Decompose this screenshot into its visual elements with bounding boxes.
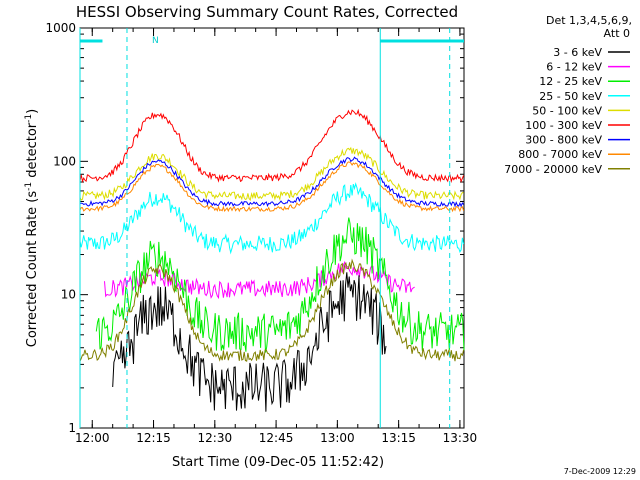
y-axis-label-main: Corrected Count Rate (s bbox=[25, 191, 40, 348]
x-tick-labels: 12:00 12:15 12:30 12:45 13:00 13:15 13:30 bbox=[75, 431, 477, 445]
legend-header-line2: Att 0 bbox=[604, 27, 630, 40]
x-tick-label: 12:45 bbox=[259, 431, 294, 445]
orbit-markers bbox=[79, 28, 451, 428]
series-line bbox=[79, 258, 465, 362]
y-axis-label-sup2: -1 bbox=[24, 114, 34, 123]
series-group bbox=[79, 108, 465, 412]
y-axis-label-sup: -1 bbox=[24, 182, 34, 191]
legend-label: 7000 - 20000 keV bbox=[504, 163, 602, 176]
x-tick-label: 12:30 bbox=[198, 431, 233, 445]
y-tick-label: 1 bbox=[68, 421, 76, 435]
y-tick-label: 10 bbox=[61, 288, 76, 302]
y-axis-label: Corrected Count Rate (s-1 detector-1) bbox=[24, 109, 40, 347]
footer-timestamp: 7-Dec-2009 12:29 bbox=[564, 467, 636, 476]
plot-frame bbox=[79, 27, 465, 429]
x-tick-label: 12:15 bbox=[136, 431, 171, 445]
legend-label: 25 - 50 keV bbox=[539, 90, 602, 103]
y-tick-label: 100 bbox=[53, 154, 76, 168]
x-tick-label: 12:00 bbox=[75, 431, 110, 445]
legend-label: 50 - 100 keV bbox=[532, 104, 602, 117]
chart-title: HESSI Observing Summary Count Rates, Cor… bbox=[76, 3, 458, 21]
series-line bbox=[79, 161, 465, 213]
y-axis-label-close: ) bbox=[25, 109, 40, 114]
x-tick-label: 13:30 bbox=[443, 431, 478, 445]
series-line bbox=[79, 146, 464, 202]
series-line bbox=[79, 108, 465, 184]
legend-label: 800 - 7000 keV bbox=[518, 148, 602, 161]
series-line bbox=[112, 272, 387, 412]
series-line bbox=[79, 182, 465, 255]
x-tick-label: 13:15 bbox=[381, 431, 416, 445]
legend-label: 6 - 12 keV bbox=[546, 61, 602, 74]
y-axis-label-mid: detector bbox=[25, 122, 40, 182]
legend-label: 100 - 300 keV bbox=[525, 119, 602, 132]
legend-label: 3 - 6 keV bbox=[553, 46, 602, 59]
series-line bbox=[79, 156, 464, 208]
x-tick-label: 13:00 bbox=[320, 431, 355, 445]
legend-header-line1: Det 1,3,4,5,6,9, bbox=[546, 14, 632, 27]
axis-ticks bbox=[80, 27, 464, 429]
saa-flag: N bbox=[152, 36, 159, 46]
y-tick-labels: 1 10 100 1000 bbox=[45, 21, 76, 435]
x-axis-label: Start Time (09-Dec-05 11:52:42) bbox=[172, 455, 384, 470]
series-line bbox=[95, 217, 465, 353]
legend-label: 300 - 800 keV bbox=[525, 134, 602, 147]
legend-label: 12 - 25 keV bbox=[539, 75, 602, 88]
y-tick-label: 1000 bbox=[45, 21, 76, 35]
